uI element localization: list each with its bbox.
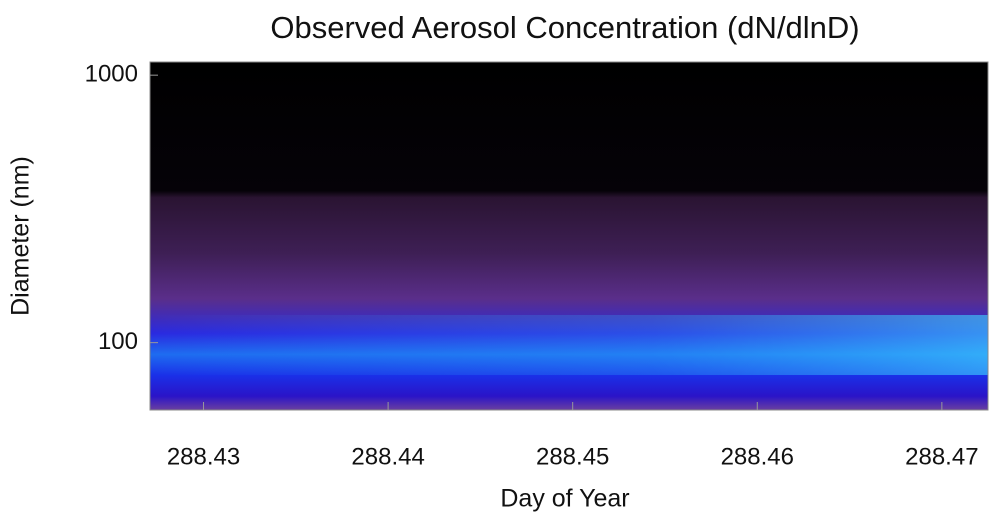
heatmap-highlight: [150, 315, 988, 375]
y-tick-label: 1000: [85, 61, 138, 88]
x-tick-label: 288.43: [167, 443, 240, 470]
x-tick-label: 288.47: [905, 443, 978, 470]
x-tick-label: 288.44: [351, 443, 424, 470]
x-tick-label: 288.46: [721, 443, 794, 470]
x-axis-label: Day of Year: [500, 485, 629, 513]
chart-title: Observed Aerosol Concentration (dN/dlnD): [270, 10, 859, 45]
y-tick-label: 100: [98, 328, 138, 355]
y-axis-label: Diameter (nm): [7, 156, 35, 316]
plot-frame: [149, 61, 989, 411]
x-tick-label: 288.45: [536, 443, 609, 470]
